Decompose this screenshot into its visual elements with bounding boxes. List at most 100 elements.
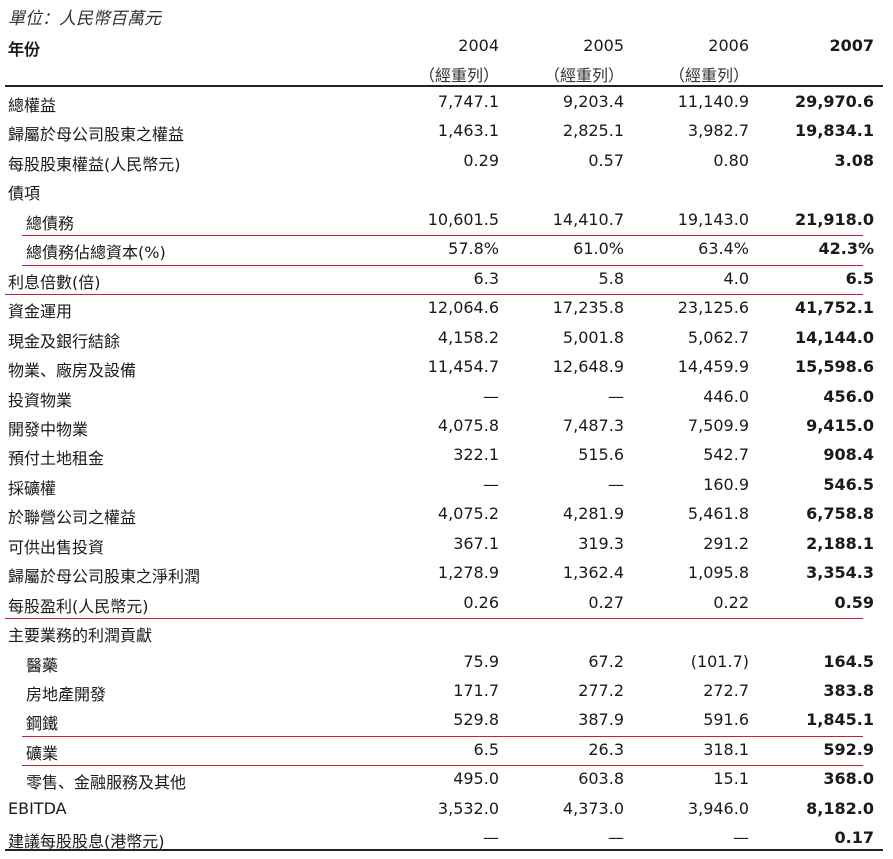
cell-2007: 3.08 [834,150,874,170]
cell-2004: — [483,828,499,848]
cell-2004: 6.5 [473,739,499,759]
restated-2005: （經重列） [543,66,624,85]
table-row: 可供出售投資 367.1 319.3 291.2 2,188.1 [0,530,893,560]
cell-2006: 23,125.6 [677,298,749,318]
row-label: 開發中物業 [8,419,89,439]
cell-2004: 529.8 [453,710,499,730]
cell-2005: 26.3 [588,739,624,759]
cell-2005: 9,203.4 [562,92,624,111]
cell-2004: 171.7 [453,681,499,700]
row-label: 總權益 [8,96,57,115]
table-row: 現金及銀行結餘 4,158.2 5,001.8 5,062.7 14,144.0 [0,324,893,354]
row-label: 總債務佔總資本(%) [26,243,166,263]
cell-2004: — [483,474,499,494]
cell-2004: 4,075.2 [437,504,499,524]
cell-2004: 10,601.5 [427,209,499,229]
row-label: 建議每股股息(港幣元) [8,832,165,852]
cell-2006: 3,982.7 [687,121,749,141]
year-2006: 2006 [708,36,749,55]
year-2007: 2007 [829,36,874,55]
year-2005: 2005 [583,36,624,55]
cell-2005: 603.8 [578,769,624,789]
cell-2007: 14,144.0 [795,327,874,347]
cell-2006: 19,143.0 [677,209,749,229]
row-label: 歸屬於母公司股東之權益 [8,125,185,145]
table-row: 歸屬於母公司股東之權益 1,463.1 2,825.1 3,982.7 19,834.1 [0,117,893,147]
cell-2004: 495.0 [453,769,499,789]
row-underline [22,264,863,266]
table-row: 於聯營公司之權益 4,075.2 4,281.9 5,461.8 6,758.8 [0,500,893,530]
cell-2004: 0.26 [463,592,499,612]
cell-2004: 4,075.8 [437,415,499,435]
cell-2005: — [608,474,624,494]
cell-2007: 2,188.1 [806,533,874,553]
row-label: 債項 [8,184,41,204]
row-label: 醫藥 [26,655,59,675]
row-label: 主要業務的利潤貢獻 [8,626,153,646]
cell-2006: 4.0 [723,268,749,288]
row-underline [22,235,863,237]
row-label: 每股股東權益(人民幣元) [8,154,181,174]
cell-2005: 4,373.0 [562,798,624,818]
cell-2007: 9,415.0 [806,415,874,435]
cell-2005: 12,648.9 [552,357,624,377]
row-label: 利息倍數(倍) [8,272,101,292]
cell-2005: 5,001.8 [562,327,624,347]
cell-2006: 542.7 [703,445,749,465]
table-row: 房地產開發 171.7 277.2 272.7 383.8 [0,677,893,707]
row-label: 採礦權 [8,478,57,498]
row-label: 投資物業 [8,390,73,410]
table-row: 建議每股股息(港幣元) — — — 0.17 [0,824,893,854]
cell-2006: 11,140.9 [677,92,749,111]
row-label: EBITDA [8,798,67,818]
table-row: 每股股東權益(人民幣元) 0.29 0.57 0.80 3.08 [0,147,893,177]
cell-2004: 4,158.2 [437,327,499,347]
row-underline [5,618,863,620]
cell-2007: 0.59 [834,592,874,612]
cell-2006: 63.4% [698,239,749,259]
cell-2005: — [608,386,624,406]
cell-2007: 546.5 [823,474,874,494]
cell-2006: 272.7 [703,681,749,700]
year-2004: 2004 [458,36,499,55]
cell-2004: 6.3 [473,268,499,288]
cell-2007: 908.4 [823,445,874,465]
cell-2007: 1,845.1 [806,710,874,730]
row-label: 現金及銀行結餘 [8,331,121,351]
cell-2007: 0.17 [834,828,874,848]
cell-2007: 6.5 [845,268,874,288]
cell-2007: 42.3% [818,239,874,259]
table-row: 主要業務的利潤貢獻 [0,618,893,648]
cell-2007: 6,758.8 [806,504,874,524]
table-row: 物業、廠房及設備 11,454.7 12,648.9 14,459.9 15,598.6 [0,353,893,383]
cell-2004: 3,532.0 [437,798,499,818]
cell-2007: 41,752.1 [795,298,874,318]
cell-2007: 456.0 [823,386,874,406]
cell-2005: 2,825.1 [562,121,624,141]
row-label: 鋼鐵 [26,714,59,734]
row-underline [22,765,863,767]
cell-2005: 515.6 [578,445,624,465]
restated-2006: （經重列） [668,66,749,85]
cell-2005: 319.3 [578,533,624,553]
row-underline [22,735,863,737]
cell-2004: 322.1 [453,445,499,465]
cell-2005: 387.9 [578,710,624,730]
table-row: 開發中物業 4,075.8 7,487.3 7,509.9 9,415.0 [0,412,893,442]
cell-2006: 318.1 [703,739,749,759]
cell-2007: 21,918.0 [795,209,874,229]
row-label: 零售、金融服務及其他 [26,773,187,793]
cell-2005: — [608,828,624,848]
cell-2004: 1,278.9 [437,563,499,583]
year-label: 年份 [8,40,41,59]
row-label: 礦業 [26,743,59,763]
table-row: 採礦權 — — 160.9 546.5 [0,471,893,501]
table-row: EBITDA 3,532.0 4,373.0 3,946.0 8,182.0 [0,795,893,825]
cell-2006: 15.1 [713,769,749,789]
cell-2007: 29,970.6 [795,92,874,111]
cell-2006: 5,461.8 [687,504,749,524]
cell-2007: 164.5 [823,651,874,671]
cell-2004: 367.1 [453,533,499,553]
row-label: 房地產開發 [26,685,107,704]
cell-2006: (101.7) [690,651,749,671]
